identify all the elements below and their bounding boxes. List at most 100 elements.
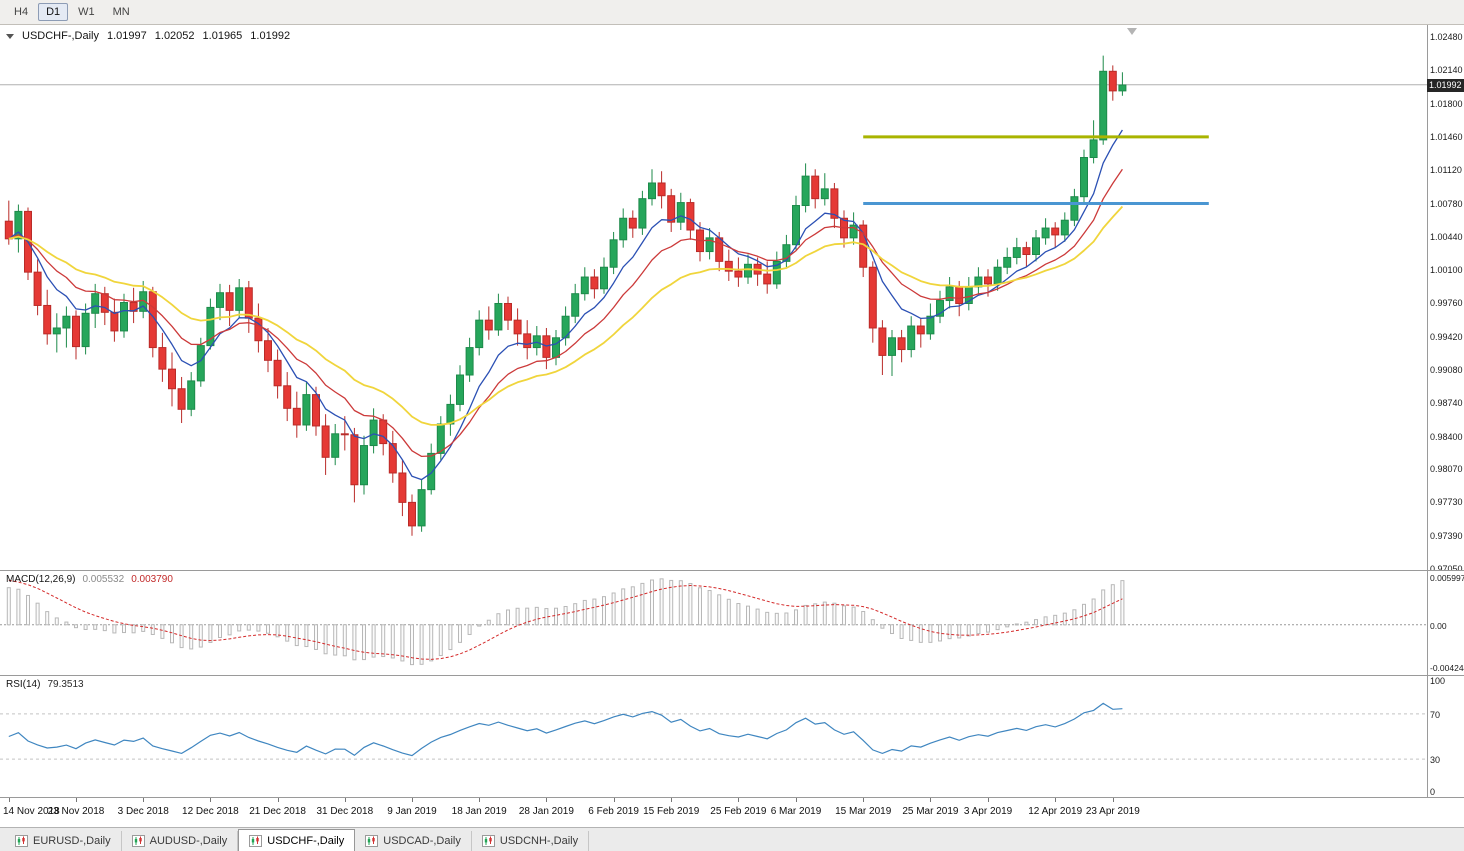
candle-body [897,337,906,351]
macd-histogram-bar [467,624,472,635]
time-axis[interactable]: 14 Nov 2018 23 Nov 2018 3 Dec 2018 12 Dec 2… [0,797,1464,827]
macd-histogram-bar [611,592,616,626]
tab-chart-icon [481,835,495,847]
macd-histogram-bar [573,603,578,626]
macd-histogram-bar [256,624,261,632]
collapse-triangle-icon [6,33,14,39]
candle-body [350,434,359,486]
candle-body [763,273,772,285]
macd-histogram-bar [486,619,491,626]
macd-histogram-bar [458,624,462,643]
macd-histogram-bar [275,624,280,638]
macd-histogram-bar [35,602,40,626]
chart-tab-usdcad[interactable]: USDCAD-,Daily [355,831,472,851]
candle-body [1060,219,1069,236]
macd-axis-label: -0.004244 [1430,663,1464,673]
candle-body [955,286,964,304]
ohlc-close: 1.01992 [250,30,291,42]
candle-body [984,276,992,285]
panel-separator[interactable] [0,570,1464,571]
macd-histogram-bar [218,624,222,639]
date-label: 9 Jan 2019 [387,806,437,817]
rsi-axis[interactable]: 100 70 30 0 [1427,676,1464,797]
macd-histogram-bar [189,624,194,650]
macd-histogram-bar [736,603,741,626]
macd-histogram-bar [822,601,827,626]
time-axis-tick [479,798,481,802]
rsi-value: 79.3513 [47,679,84,690]
timeframe-button-h4[interactable]: H4 [14,6,29,18]
macd-histogram-bar [515,607,520,626]
time-axis-tick [8,798,10,802]
date-label: 23 Nov 2018 [47,806,105,817]
date-label: 25 Mar 2019 [902,806,959,817]
candle-body [888,337,896,356]
candle-body [283,385,292,409]
macd-histogram-bar [909,624,914,641]
candle-body [811,175,820,200]
macd-histogram-bar [506,609,510,626]
time-axis-tick [930,798,932,802]
candle-body [552,337,560,358]
rsi-axis-label: 70 [1430,709,1441,720]
chart-title: USDCHF-,Daily 1.01997 1.02052 1.01965 1.… [6,30,290,42]
macd-axis[interactable]: 0.005997 0.00 -0.004244 [1427,571,1464,675]
timeframe-button-mn[interactable]: MN [112,6,130,18]
candle-body [724,260,733,272]
price-axis-label: 0.98400 [1430,431,1463,442]
chart-tab-usdchf[interactable]: USDCHF-,Daily [238,829,356,851]
candle-body [33,271,42,306]
date-label: 25 Feb 2019 [710,806,767,817]
timeframe-button-d1[interactable]: D1 [38,3,69,21]
macd-histogram-bar [755,608,760,626]
macd-canvas[interactable] [0,571,1427,675]
macd-histogram-bar [6,587,11,626]
tab-chart-icon [15,835,28,847]
rsi-axis-label: 100 [1430,676,1446,686]
candle-body [177,388,186,410]
chart-tab-audusd[interactable]: AUDUSD-,Daily [122,831,239,851]
macd-signal-value: 0.003790 [131,574,173,585]
macd-histogram-bar [227,624,232,636]
candle-body [446,403,455,425]
macd-histogram-bar [496,613,501,626]
macd-histogram-bar [477,624,482,627]
macd-histogram-bar [208,624,213,643]
macd-histogram-bar [371,624,376,658]
rsi-line [8,702,1123,757]
macd-histogram-bar [602,596,606,626]
time-axis-tick [613,798,615,802]
rsi-canvas[interactable] [0,676,1427,797]
macd-histogram-bar [150,624,155,635]
macd-histogram-bar [861,610,866,626]
chart-window: USDCHF-,Daily 1.01997 1.02052 1.01965 1.… [0,25,1464,827]
overlay-ma-slow [8,205,1124,426]
price-axis[interactable]: 1.01992 1.02480 1.02140 1.01800 1.01460 1.01… [1427,25,1464,574]
ohlc-open: 1.01997 [107,30,147,42]
macd-histogram-bar [986,624,990,633]
date-label: 23 Apr 2019 [1085,806,1140,817]
macd-histogram-bar [976,624,981,635]
macd-histogram-bar [659,578,664,626]
chart-tab-usdcnh[interactable]: USDCNH-,Daily [472,831,590,851]
bid-price-badge: 1.01992 [1427,78,1464,92]
candle-body [254,317,263,342]
date-label: 12 Dec 2018 [182,806,239,817]
macd-histogram-bar [323,624,328,655]
macd-histogram-bar [170,624,174,644]
main-chart-canvas[interactable] [0,25,1427,570]
candle-body [523,333,532,349]
candle-body [43,304,52,335]
candle-body [273,359,282,387]
candle-body [14,210,23,240]
timeframe-button-w1[interactable]: W1 [78,6,95,18]
macd-histogram-bar [429,624,434,662]
candle-body [868,266,877,329]
macd-panel: MACD(12,26,9) 0.005532 0.003790 0.005997… [0,571,1464,675]
macd-histogram-bar [794,609,798,626]
panel-separator[interactable] [0,675,1464,676]
chart-tab-eurusd[interactable]: EURUSD-,Daily [5,831,122,851]
price-axis-label: 0.98070 [1430,464,1463,475]
rsi-name: RSI(14) [6,679,41,690]
macd-histogram-bar [1005,624,1010,628]
